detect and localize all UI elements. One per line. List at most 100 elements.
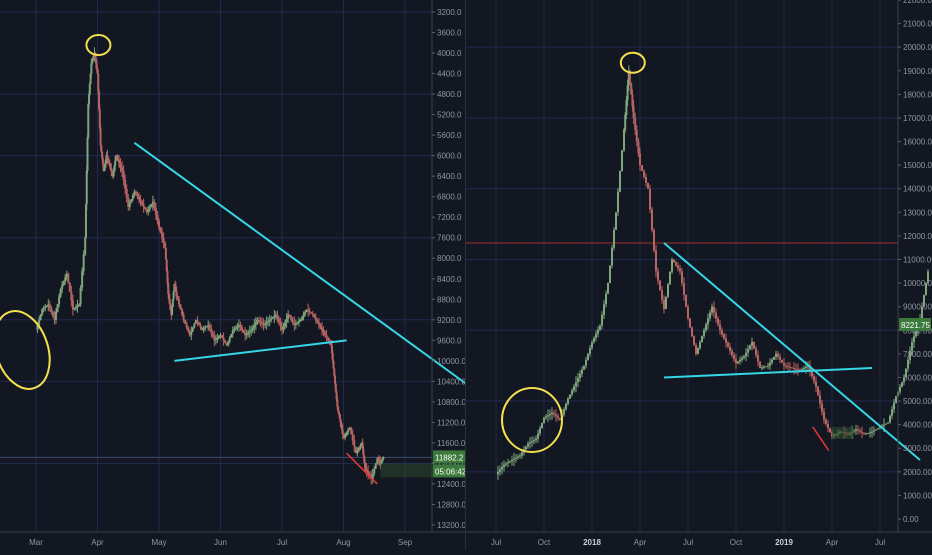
candle-body xyxy=(497,471,499,475)
candle-body xyxy=(675,262,677,266)
candle-body xyxy=(507,462,509,464)
candle-body xyxy=(771,359,773,363)
candle-body xyxy=(865,433,867,435)
candle-body xyxy=(363,455,366,463)
price-label-box xyxy=(899,318,931,332)
candle-body xyxy=(531,441,533,443)
candle-body xyxy=(626,85,629,101)
candle-body xyxy=(196,319,199,323)
y-tick-label: 11000.00 xyxy=(903,256,932,265)
price-label: 11882.2 xyxy=(435,453,464,462)
candle-body xyxy=(305,309,308,313)
candle-body xyxy=(889,415,891,423)
candle-body xyxy=(262,323,265,325)
candle-body xyxy=(285,318,288,323)
candle-body xyxy=(571,390,573,395)
y-tick-label: 6400.0 xyxy=(437,172,462,181)
candle-body xyxy=(134,191,137,195)
candle-body xyxy=(653,230,655,251)
candle-body xyxy=(815,381,817,387)
candle-body xyxy=(65,273,68,278)
y-tick-label: 18000.00 xyxy=(903,90,932,99)
candle-body xyxy=(533,439,535,442)
candle-body xyxy=(563,409,565,415)
candle-body xyxy=(585,359,587,366)
candle-body xyxy=(347,430,350,433)
candle-body xyxy=(261,322,264,324)
candle-body xyxy=(62,281,65,286)
candle-body xyxy=(624,115,627,130)
x-tick-label: Jun xyxy=(214,538,227,547)
candle-body xyxy=(801,369,803,371)
candle-body xyxy=(276,314,279,319)
candle-body xyxy=(745,352,747,357)
candle-body xyxy=(224,340,227,343)
candle-body xyxy=(513,458,515,461)
x-tick-label: Sep xyxy=(398,538,413,547)
candle-body xyxy=(380,460,383,462)
candle-body xyxy=(671,259,673,272)
candle-body xyxy=(595,333,597,338)
y-tick-label: 16000.00 xyxy=(903,138,932,147)
candle-body xyxy=(208,324,211,329)
candle-body xyxy=(341,430,344,434)
y-tick-label: 6000.0 xyxy=(437,152,462,161)
candle-body xyxy=(913,336,915,343)
candle-body xyxy=(362,449,365,456)
support-line xyxy=(174,339,347,362)
candle-body xyxy=(701,336,703,343)
candle-body xyxy=(377,459,380,461)
candle-body xyxy=(124,180,127,189)
candle-body xyxy=(603,304,605,315)
candle-body xyxy=(339,418,342,423)
candle-body xyxy=(368,473,371,477)
candle-body xyxy=(214,339,217,341)
candle-body xyxy=(659,280,661,291)
base-oval-mark xyxy=(0,310,51,390)
candle-body xyxy=(38,319,41,325)
candle-body xyxy=(703,330,705,337)
right-chart-svg[interactable]: 0.00 1000.00 2000.00 3000.00 4000.00 5000.00 6… xyxy=(466,0,932,550)
candle-body xyxy=(317,322,320,325)
candle-body xyxy=(353,440,356,447)
left-chart-pane[interactable]: 3200.0 3600.0 4000.0 4400.0 4800.0 5200.0 5600… xyxy=(0,0,492,550)
candle-body xyxy=(863,432,865,435)
y-tick-label: 6000.00 xyxy=(903,373,932,382)
candle-body xyxy=(499,469,501,472)
candle-body xyxy=(299,319,302,322)
candle-body xyxy=(96,68,99,74)
candle-body xyxy=(139,199,142,202)
candle-body xyxy=(567,398,569,404)
red-line xyxy=(812,426,830,452)
candle-body xyxy=(623,129,625,151)
pane-divider[interactable] xyxy=(465,0,466,550)
candle-body xyxy=(187,327,190,332)
candle-body xyxy=(649,188,651,210)
candle-body xyxy=(337,410,340,415)
y-tick-label: 10400.0 xyxy=(437,377,465,386)
candle-body xyxy=(86,137,89,172)
candle-body xyxy=(573,386,575,391)
candle-body xyxy=(270,318,273,320)
candle-body xyxy=(267,321,270,323)
right-chart-pane[interactable]: 0.00 1000.00 2000.00 3000.00 4000.00 5000.00 6… xyxy=(466,0,932,550)
candle-body xyxy=(335,391,338,400)
candle-body xyxy=(334,383,337,392)
candle-body xyxy=(519,455,521,457)
candle-body xyxy=(194,319,197,324)
candle-body xyxy=(182,314,185,320)
candle-body xyxy=(883,424,885,426)
candle-body xyxy=(98,109,101,128)
candle-body xyxy=(113,165,116,172)
candle-body xyxy=(45,305,48,307)
candle-body xyxy=(741,357,743,360)
candle-body xyxy=(374,463,377,469)
candle-body xyxy=(122,171,125,181)
candle-body xyxy=(247,332,250,334)
candle-body xyxy=(657,271,659,281)
left-chart-svg[interactable]: 3200.0 3600.0 4000.0 4400.0 4800.0 5200.0 5600… xyxy=(0,0,492,550)
candle-body xyxy=(100,145,103,152)
candle-body xyxy=(54,312,57,320)
position-box xyxy=(380,463,436,478)
x-tick-label: May xyxy=(151,538,166,547)
